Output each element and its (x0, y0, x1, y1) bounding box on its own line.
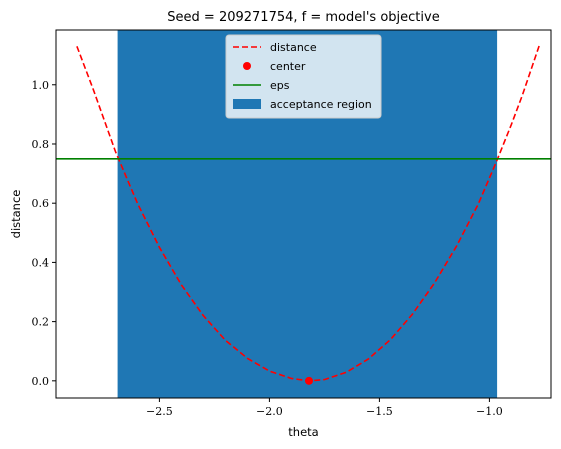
axes: −2.5 −2.0 −1.5 −1.0 0.0 0.2 0.4 0.6 0.8 1.0 (32, 79, 503, 418)
plot-frame (55, 29, 552, 399)
legend-label-distance: distance (270, 41, 317, 54)
legend-box (225, 34, 382, 119)
x-tick-label: −2.5 (146, 405, 173, 418)
y-tick-label: 0.6 (32, 197, 50, 210)
y-tick-label: 1.0 (32, 79, 50, 92)
y-tick-label: 0.0 (32, 375, 50, 388)
legend-region-swatch (233, 99, 261, 109)
legend: distance center eps acceptance region (225, 34, 382, 119)
chart-title: Seed = 209271754, f = model's objective (167, 10, 439, 25)
y-tick-label: 0.4 (32, 256, 50, 269)
legend-label-eps: eps (270, 79, 290, 92)
legend-label-region: acceptance region (270, 98, 372, 111)
x-tick-label: −2.0 (256, 405, 283, 418)
y-axis-label: distance (9, 190, 23, 239)
y-tick-label: 0.2 (32, 316, 50, 329)
distance-curve (76, 43, 541, 382)
x-axis-label: theta (288, 425, 318, 439)
x-tick-label: −1.5 (366, 405, 393, 418)
x-tick-label: −1.0 (476, 405, 503, 418)
center-point (305, 376, 313, 385)
y-tick-label: 0.8 (32, 138, 50, 151)
legend-label-center: center (270, 60, 306, 73)
legend-center-swatch (243, 62, 251, 70)
